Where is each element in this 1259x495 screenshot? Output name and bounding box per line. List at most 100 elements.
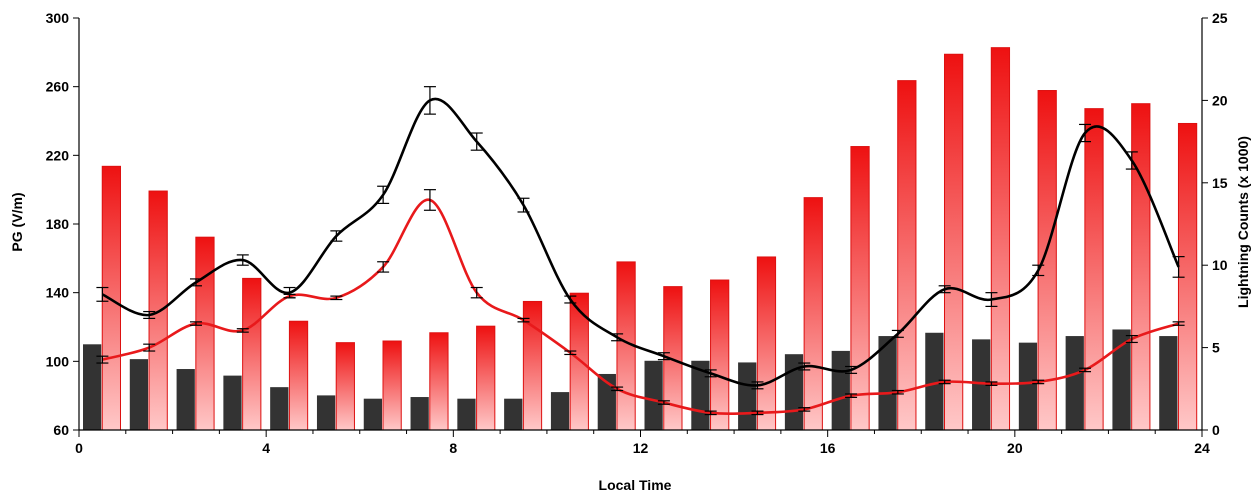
black-bar (270, 387, 289, 430)
black-bar (644, 360, 663, 430)
x-tick-label: 8 (449, 440, 457, 456)
error-bar (470, 132, 483, 151)
error-bar (1032, 379, 1045, 385)
red-bar (569, 292, 589, 431)
red-bar (476, 325, 496, 431)
error-bar (1172, 321, 1185, 326)
red-bar (756, 256, 777, 431)
error-bar (1032, 264, 1045, 277)
error-bar (564, 295, 577, 304)
error-bar (236, 254, 249, 266)
red-bar (335, 342, 355, 431)
black-bar (925, 332, 944, 430)
y2-tick-label: 25 (1212, 10, 1228, 26)
error-bar (891, 329, 904, 338)
x-tick-label: 20 (1007, 440, 1023, 456)
y2-tick-label: 0 (1212, 422, 1220, 438)
red-bar (850, 146, 870, 431)
error-bar (611, 333, 624, 342)
error-bar (236, 328, 249, 333)
black-line (101, 97, 1180, 387)
error-bar (564, 350, 577, 356)
error-bar (143, 310, 156, 320)
x-tick-label: 12 (633, 440, 649, 456)
error-bar (657, 352, 670, 361)
black-bar (504, 398, 523, 430)
red-bar (1084, 108, 1104, 431)
black-bar (129, 359, 149, 430)
error-bar (517, 317, 530, 323)
error-bar (938, 379, 951, 385)
red-bar (1131, 103, 1151, 431)
black-bar (1112, 329, 1131, 430)
black-bar (1159, 336, 1178, 430)
black-bar (316, 395, 336, 430)
black-bar (410, 397, 429, 430)
y-tick-label: 180 (46, 216, 70, 232)
error-bar (96, 286, 109, 302)
black-bar (223, 375, 242, 430)
error-bar (423, 189, 436, 211)
y2-tick-label: 15 (1212, 175, 1228, 191)
y-tick-label: 260 (46, 79, 70, 95)
red-bar (382, 340, 402, 431)
error-bar (470, 286, 483, 299)
black-bar (550, 392, 570, 430)
y-tick-label: 220 (46, 147, 70, 163)
black-bar (972, 339, 991, 430)
red-bar (990, 47, 1011, 431)
black-bar (878, 336, 897, 430)
red-bar (803, 197, 823, 431)
error-bar (1125, 334, 1138, 344)
error-bar (611, 386, 624, 392)
y-axis-title: PG (V/m) (9, 192, 25, 251)
error-bar (985, 381, 998, 386)
y2-tick-label: 10 (1212, 257, 1228, 273)
black-bar (176, 369, 195, 430)
x-axis-title: Local Time (599, 477, 672, 493)
error-bar (985, 292, 998, 307)
lines-layer (96, 86, 1185, 416)
y2-axis-title: Lightning Counts (x 1000) (1235, 136, 1251, 308)
error-bar (517, 197, 530, 213)
x-tick-label: 0 (75, 440, 83, 456)
error-bar (657, 400, 670, 405)
error-bar (1079, 123, 1092, 143)
error-bar (704, 369, 717, 378)
error-bar (143, 343, 156, 352)
x-tick-label: 4 (262, 440, 270, 456)
red-bar (195, 236, 215, 431)
error-bar (189, 321, 202, 326)
y-tick-label: 300 (46, 10, 70, 26)
red-bar (710, 279, 730, 431)
error-bar (330, 295, 343, 301)
red-bar (943, 53, 964, 431)
black-bar (597, 373, 616, 430)
bars-layer (83, 47, 1198, 431)
error-bar (845, 393, 858, 398)
error-bar (751, 410, 764, 416)
error-bar (377, 185, 390, 204)
y-tick-label: 100 (46, 353, 70, 369)
black-bar (83, 344, 102, 430)
red-bar (288, 320, 309, 431)
error-bar (845, 365, 858, 374)
error-bar (798, 407, 811, 412)
error-bar (938, 285, 951, 294)
error-bar (377, 261, 390, 273)
error-bar (1172, 256, 1185, 278)
y2-tick-label: 20 (1212, 92, 1228, 108)
y2-tick-label: 5 (1212, 340, 1220, 356)
error-bar (891, 389, 904, 395)
error-bar (1079, 367, 1092, 373)
red-bar (897, 80, 917, 431)
error-bar (798, 362, 811, 371)
black-bar (738, 362, 757, 430)
error-bar (330, 230, 343, 242)
error-bar (1125, 151, 1138, 170)
x-tick-label: 24 (1194, 440, 1210, 456)
x-tick-label: 16 (820, 440, 836, 456)
red-line (102, 198, 1180, 416)
black-bar (1018, 342, 1038, 430)
